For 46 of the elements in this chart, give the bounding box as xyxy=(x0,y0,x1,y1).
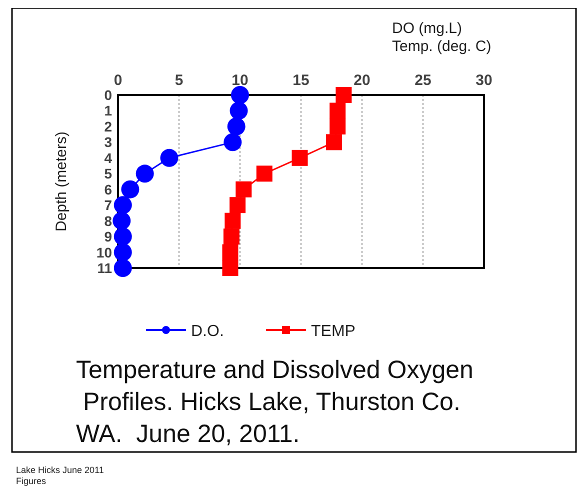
point xyxy=(256,166,272,182)
y-tick-label: 4 xyxy=(104,150,112,166)
y-tick-label: 6 xyxy=(104,181,112,198)
y-tick-label: 1 xyxy=(104,102,112,119)
point xyxy=(236,181,252,198)
text: Temperature and Dissolved Oxygen Profiles. Hicks Lake, Thurston Co. WA. June 20, 2011. xyxy=(76,356,474,448)
x-tick-label: 5 xyxy=(174,72,184,89)
point xyxy=(114,243,132,262)
point xyxy=(292,150,308,166)
point xyxy=(114,259,132,277)
point xyxy=(222,260,238,276)
y-tick-label: 0 xyxy=(104,87,112,103)
point xyxy=(114,228,132,246)
x-tick-label: 15 xyxy=(292,72,310,89)
legend-label: TEMP xyxy=(311,323,356,340)
x-axis-title: DO (mg.L) Temp. (deg. C) xyxy=(392,20,492,55)
y-tick-label: 9 xyxy=(104,228,112,245)
x-tick-label: 10 xyxy=(232,72,248,89)
point xyxy=(231,86,249,104)
point xyxy=(336,87,352,103)
point xyxy=(230,102,248,120)
point xyxy=(114,196,132,214)
text: Lake Hicks June 2011 Figures xyxy=(16,465,104,486)
y-tick-label: 8 xyxy=(104,212,112,229)
y-tick-label: 5 xyxy=(104,166,112,182)
y-tick-label: 2 xyxy=(104,118,112,134)
point xyxy=(227,117,246,136)
y-tick-label: 11 xyxy=(97,260,112,276)
y-tick-label: 3 xyxy=(104,134,112,150)
point xyxy=(121,180,140,198)
y-tick-label: 7 xyxy=(104,197,112,214)
point xyxy=(330,118,346,134)
legend-label: D.O. xyxy=(191,323,224,340)
point xyxy=(224,133,242,152)
point xyxy=(160,148,178,167)
point xyxy=(136,164,154,183)
point xyxy=(223,228,240,245)
point xyxy=(112,212,131,230)
x-tick-label: 20 xyxy=(354,72,370,89)
y-tick-label: 10 xyxy=(96,244,112,260)
point xyxy=(230,197,246,214)
y-axis-title: Depth (meters) xyxy=(53,131,70,232)
point xyxy=(224,212,241,229)
x-tick-label: 25 xyxy=(414,72,432,89)
point xyxy=(326,134,342,150)
x-tick-label: 30 xyxy=(476,72,492,89)
